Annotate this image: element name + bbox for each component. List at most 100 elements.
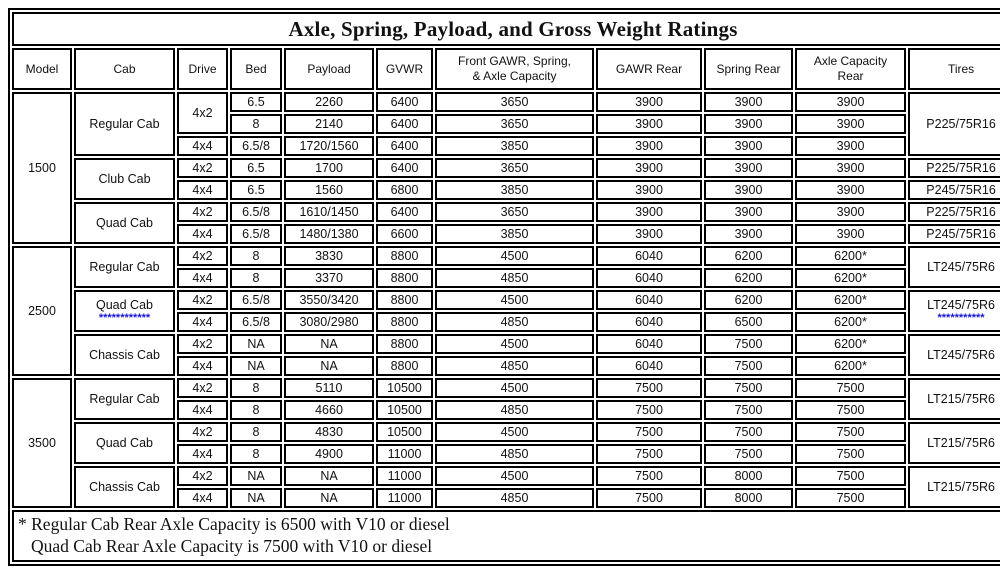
- cell-front-gawr: 3850: [435, 224, 594, 244]
- cell-payload: 4660: [284, 400, 374, 420]
- cell-gawr-rear: 6040: [596, 246, 702, 266]
- cell-axle-capacity-rear: 3900: [795, 114, 906, 134]
- cell-value: 11000: [387, 446, 422, 461]
- cell-value: 4500: [500, 336, 529, 351]
- cell-drive: 4x2: [177, 246, 228, 266]
- cell-axle-capacity-rear: 6200*: [795, 356, 906, 376]
- cell-payload: 1560: [284, 180, 374, 200]
- cell-value: 7500: [734, 336, 763, 351]
- cell-value: 7500: [635, 380, 663, 395]
- cell-gvwr: 10500: [376, 400, 433, 420]
- column-header-gvwr: GVWR: [376, 48, 433, 90]
- cell-cab: Club Cab: [74, 158, 175, 200]
- cell-axle-capacity-rear: 7500: [795, 444, 906, 464]
- cell-payload: 1720/1560: [284, 136, 374, 156]
- cell-value: 7500: [836, 446, 865, 461]
- cell-gvwr: 6400: [376, 114, 433, 134]
- cell-drive: 4x4: [177, 180, 228, 200]
- cell-value: 3900: [734, 138, 763, 153]
- cell-value: 8: [252, 446, 260, 461]
- cell-value: Regular Cab: [89, 259, 160, 274]
- cell-value: 3080/2980: [299, 314, 359, 329]
- cell-payload: 1700: [284, 158, 374, 178]
- cell-value: 4500: [500, 424, 529, 439]
- cell-value: 3900: [836, 160, 865, 175]
- cell-payload: 3370: [284, 268, 374, 288]
- cell-value: 4850: [500, 402, 529, 417]
- cell-spring-rear: 8000: [704, 488, 793, 508]
- blue-asterisks-marker: ***********: [937, 312, 985, 325]
- cell-value: 4850: [500, 490, 529, 505]
- cell-cab: Regular Cab: [74, 378, 175, 420]
- column-header-model: Model: [12, 48, 72, 90]
- cell-bed: 8: [230, 268, 282, 288]
- cell-gvwr: 8800: [376, 312, 433, 332]
- cell-bed: 6.5/8: [230, 224, 282, 244]
- cell-front-gawr: 4500: [435, 246, 594, 266]
- cell-value: 6.5: [247, 182, 265, 197]
- column-header-payload: Payload: [284, 48, 374, 90]
- cell-drive: 4x2: [177, 334, 228, 354]
- cell-payload: NA: [284, 334, 374, 354]
- cell-spring-rear: 3900: [704, 224, 793, 244]
- cell-value: 3900: [734, 160, 763, 175]
- cell-model: 1500: [12, 92, 72, 244]
- cell-gvwr: 6600: [376, 224, 433, 244]
- table-row: Quad Cab 4x2 6.5/8 1610/1450 6400 3650 3900 390…: [12, 202, 1000, 244]
- cell-payload: 4830: [284, 422, 374, 442]
- cell-axle-capacity-rear: 7500: [795, 488, 906, 508]
- cell-value: 4x4: [192, 270, 213, 285]
- cell-drive: 4x4: [177, 136, 228, 156]
- cell-spring-rear: 7500: [704, 444, 793, 464]
- cell-value: 10500: [387, 402, 422, 417]
- cell-value: 4x4: [192, 402, 213, 417]
- cell-value: NA: [247, 358, 265, 373]
- cell-gvwr: 6400: [376, 202, 433, 222]
- cell-gawr-rear: 3900: [596, 224, 702, 244]
- cell-value: 11000: [387, 468, 422, 483]
- cell-value: 3900: [734, 182, 763, 197]
- cell-gvwr: 11000: [376, 444, 433, 464]
- cell-front-gawr: 4850: [435, 400, 594, 420]
- cell-gawr-rear: 3900: [596, 92, 702, 112]
- cell-spring-rear: 7500: [704, 356, 793, 376]
- cell-value: 4x2: [192, 468, 213, 483]
- cell-value: 3850: [500, 138, 529, 153]
- cell-tires: P225/75R16: [908, 92, 1000, 156]
- table-row: 4x4 NA NA 11000 4850 7500 8000 7500: [12, 488, 1000, 508]
- cell-value: 6.5/8: [242, 204, 270, 219]
- cell-value: 7500: [635, 490, 663, 505]
- cell-value: P225/75R16: [926, 204, 996, 219]
- cell-value: 4500: [500, 248, 529, 263]
- cell-value: 3900: [635, 116, 663, 131]
- cell-value: 3500: [28, 435, 56, 450]
- cell-value: 8800: [390, 292, 419, 307]
- cell-value: 3900: [734, 94, 763, 109]
- cell-bed: NA: [230, 488, 282, 508]
- cell-bed: NA: [230, 356, 282, 376]
- cell-axle-capacity-rear: 3900: [795, 136, 906, 156]
- cell-payload: 1480/1380: [284, 224, 374, 244]
- cell-cab: Quad Cab: [74, 202, 175, 244]
- cell-value: 7500: [635, 468, 663, 483]
- cell-value: 8: [252, 248, 260, 263]
- table-row: Quad Cab 4x2 8 4830 10500 4500 7500 7500 7500 LT2…: [12, 422, 1000, 464]
- cell-value: P225/75R16: [926, 160, 996, 175]
- cell-axle-capacity-rear: 7500: [795, 422, 906, 442]
- cell-gawr-rear: 3900: [596, 136, 702, 156]
- table-row: 4x4 6.5/8 1480/1380 6600 3850 3900 3900 3900 P24…: [12, 224, 1000, 244]
- cell-value: 4500: [500, 292, 529, 307]
- cell-value: 4850: [500, 446, 529, 461]
- cell-value: 8800: [390, 314, 419, 329]
- cell-value: 3900: [836, 94, 865, 109]
- cell-front-gawr: 4850: [435, 268, 594, 288]
- cell-tires: LT245/75R6: [908, 334, 1000, 376]
- cell-cab: Chassis Cab: [74, 334, 175, 376]
- cell-payload: 2260: [284, 92, 374, 112]
- cell-value: 6400: [390, 204, 419, 219]
- column-header-gawr-rear: GAWR Rear: [596, 48, 702, 90]
- table-row: 4x4 8 3370 8800 4850 6040 6200 6200*: [12, 268, 1000, 288]
- cell-value: 7500: [836, 468, 865, 483]
- cell-cab: Regular Cab: [74, 246, 175, 288]
- cell-bed: 8: [230, 422, 282, 442]
